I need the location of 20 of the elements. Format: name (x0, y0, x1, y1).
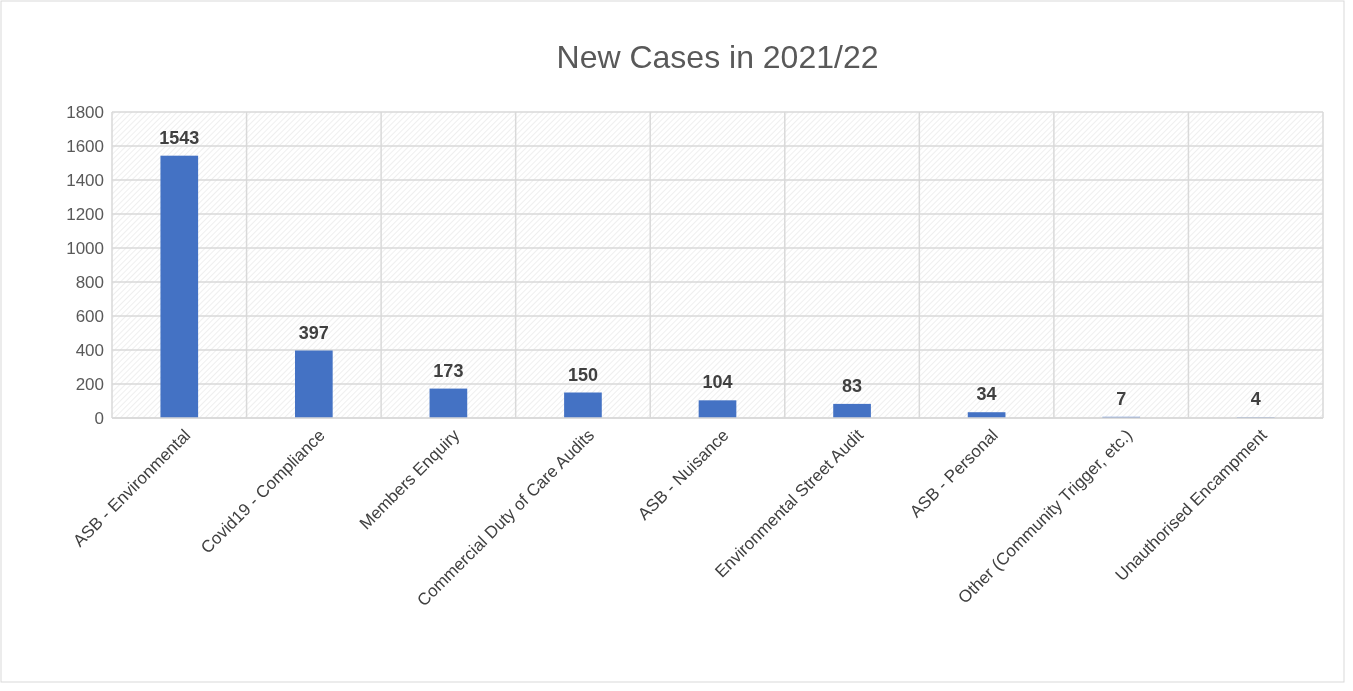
y-tick-label: 200 (75, 374, 104, 394)
y-tick-label: 0 (94, 408, 104, 428)
y-tick-label: 1600 (66, 136, 104, 156)
y-tick-label: 400 (75, 340, 104, 360)
data-label: 7 (1116, 388, 1127, 409)
data-label: 4 (1250, 389, 1261, 410)
y-tick-label: 800 (75, 272, 104, 292)
data-label: 397 (298, 322, 329, 343)
y-tick-label: 1200 (66, 204, 104, 224)
y-tick-label: 1000 (66, 238, 104, 258)
y-tick-label: 1800 (66, 102, 104, 122)
data-label: 1543 (159, 127, 200, 148)
y-tick-label: 600 (75, 306, 104, 326)
data-label: 150 (567, 364, 598, 385)
y-tick-label: 1400 (66, 170, 104, 190)
chart-title: New Cases in 2021/22 (556, 39, 879, 75)
data-label: 104 (702, 372, 733, 393)
data-label: 34 (976, 384, 997, 405)
data-label: 173 (433, 360, 464, 381)
data-label: 83 (842, 375, 863, 396)
